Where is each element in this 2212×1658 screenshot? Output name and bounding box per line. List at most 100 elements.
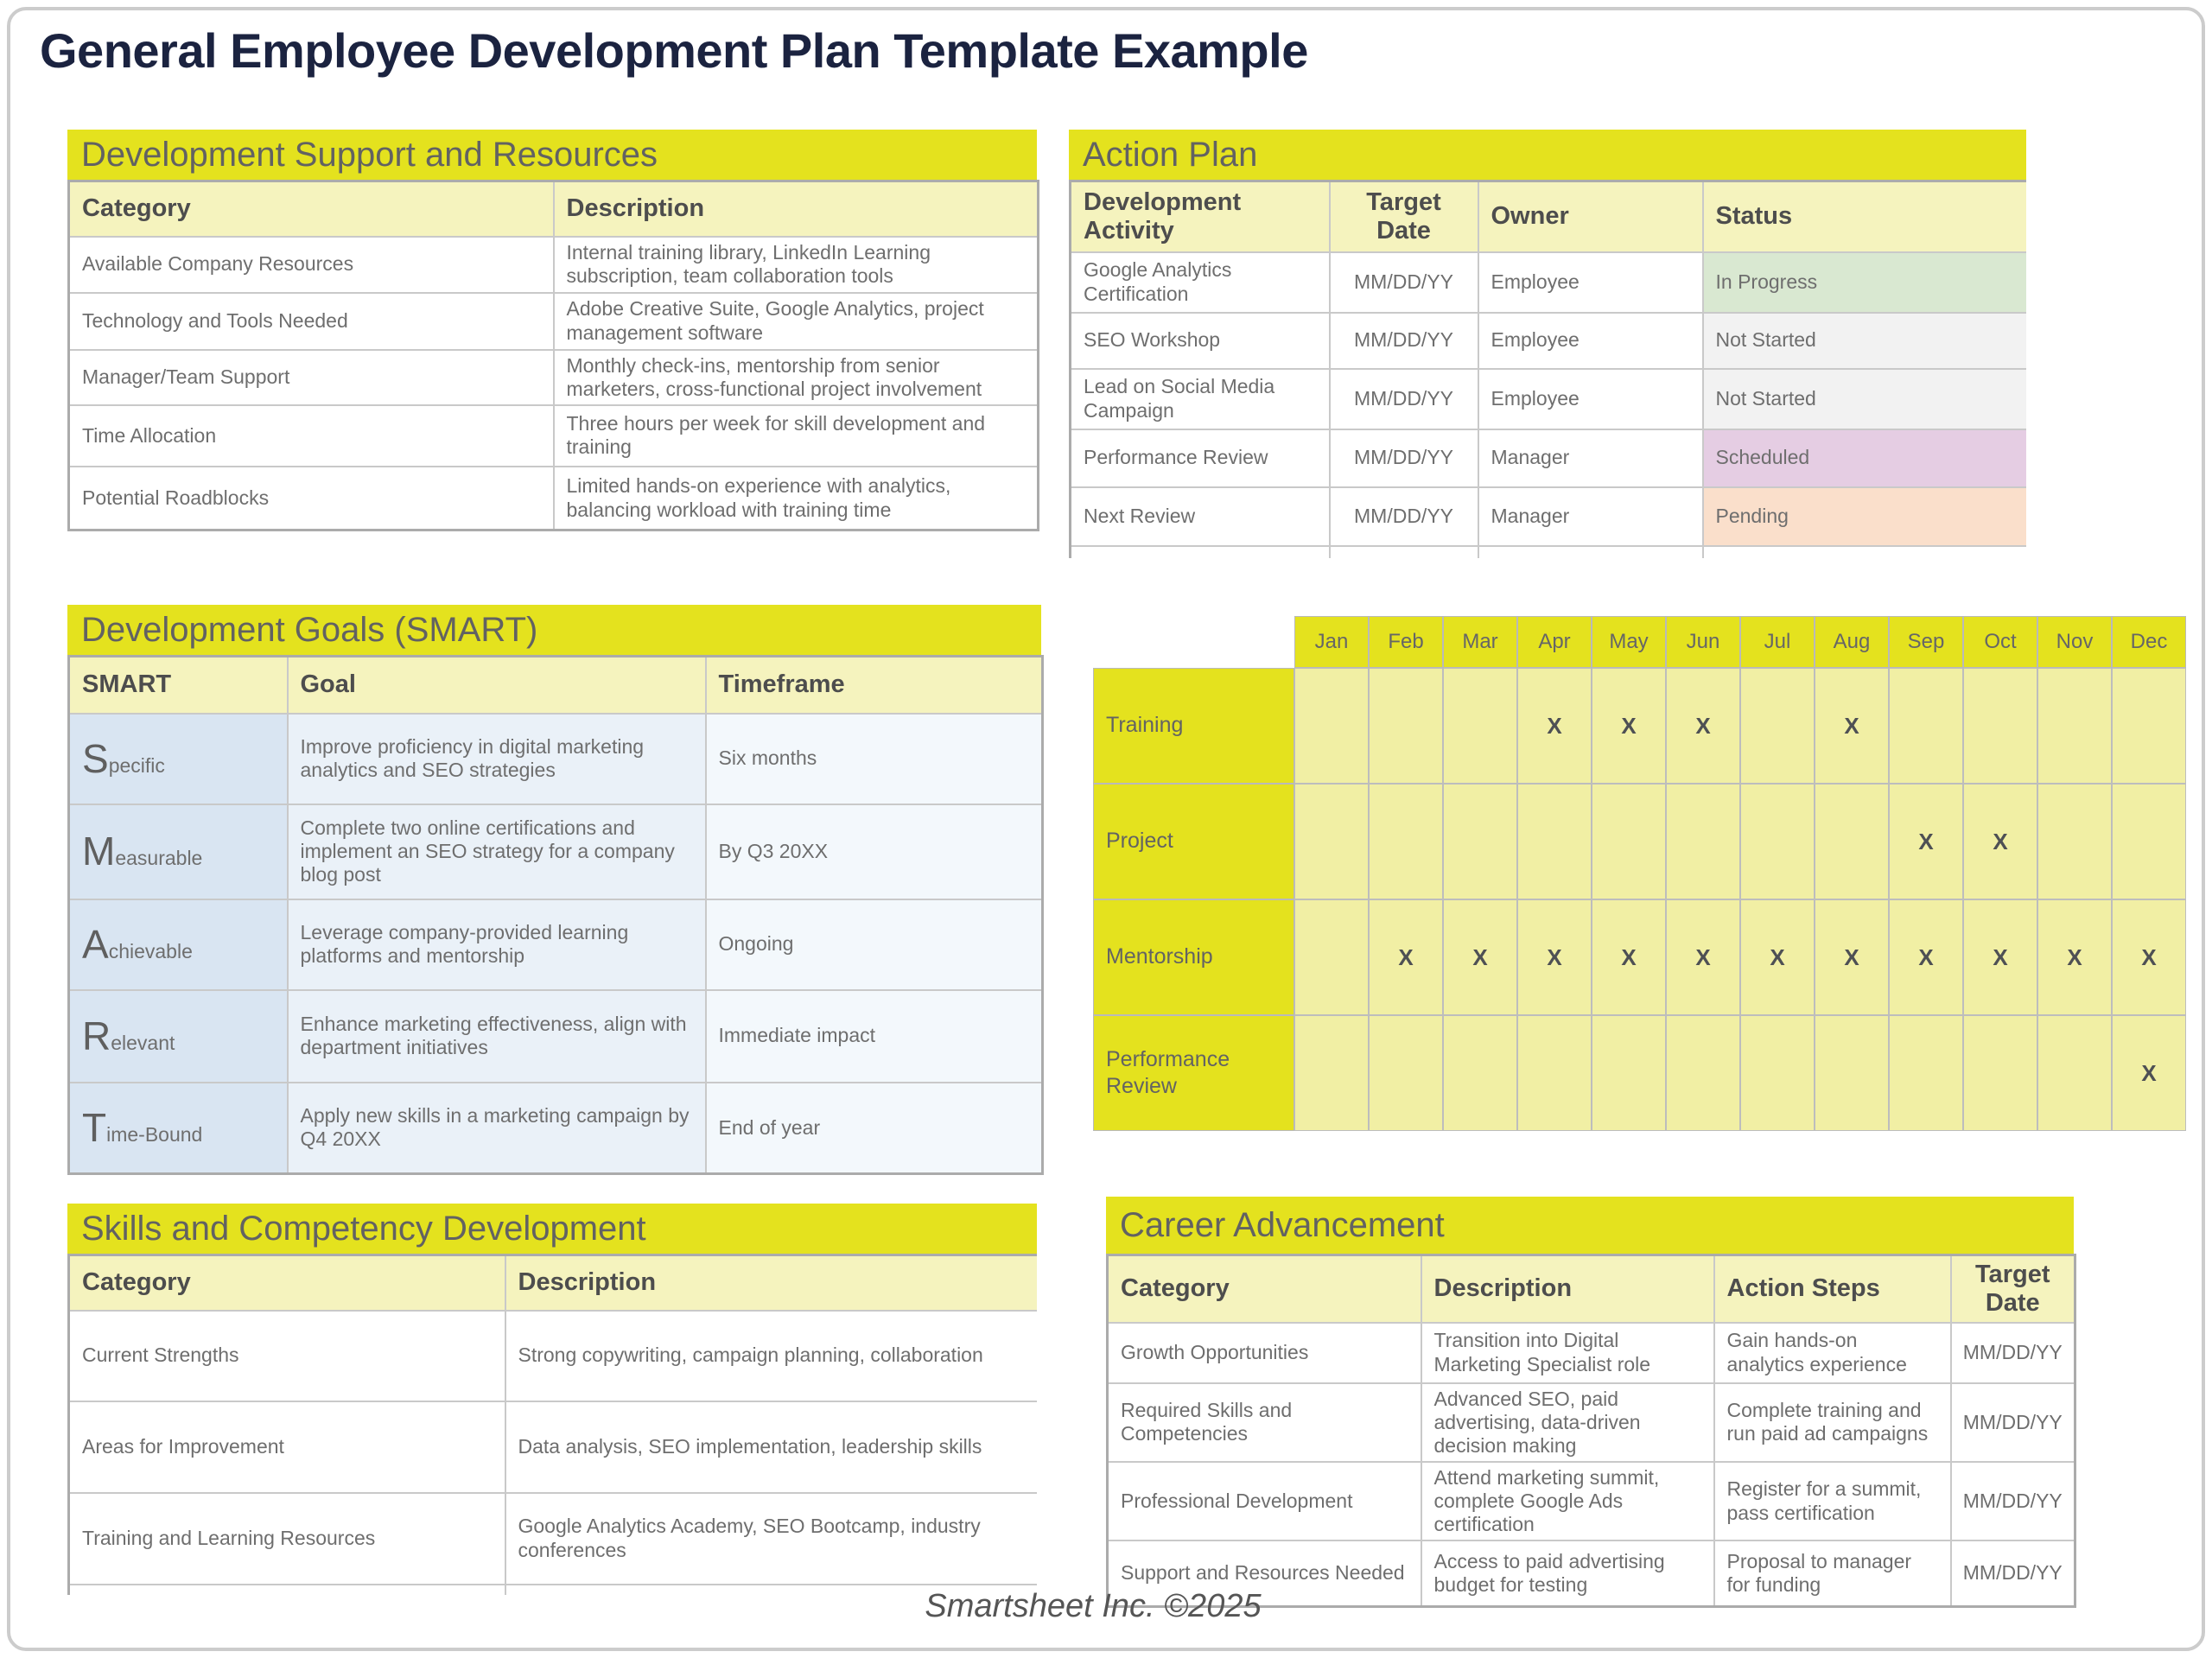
month-header-cell: Sep [1889, 616, 1963, 668]
description-cell: Attend marketing summit, complete Google… [1420, 1460, 1715, 1542]
column-header: Description [552, 180, 1039, 238]
smart-cell: Measurable [67, 803, 289, 900]
target-date-cell: MM/DD/YY [1949, 1321, 2076, 1384]
action-steps-cell: Gain hands-on analytics experience [1713, 1321, 1952, 1384]
smart-letter: S [82, 735, 109, 781]
smart-letter: M [82, 829, 116, 874]
category-cell: Support and Resources Needed [1106, 1540, 1422, 1608]
skills-section-title: Skills and Competency Development [67, 1204, 1037, 1254]
table-header-row: SMART Goal Timeframe [67, 655, 1044, 715]
timeframe-cell: By Q3 20XX [704, 803, 1044, 900]
description-cell: Three hours per week for skill developme… [552, 403, 1039, 467]
schedule-mark-cell [1740, 1015, 1815, 1131]
month-header-cell: Dec [2112, 616, 2186, 668]
schedule-mark-cell [2037, 784, 2112, 899]
schedule-mark-cell: X [1443, 899, 1517, 1015]
support-section-title: Development Support and Resources [67, 130, 1037, 180]
category-cell: Areas for Improvement [67, 1400, 506, 1494]
schedule-mark-cell [1592, 1015, 1666, 1131]
description-cell: Transition into Digital Marketing Specia… [1420, 1321, 1715, 1384]
description-cell: Limited hands-on experience with analyti… [552, 465, 1039, 531]
table-row: Time Allocation Three hours per week for… [67, 403, 1039, 467]
table-row: Measurable Complete two online certifica… [67, 803, 1044, 900]
column-header: Category [1106, 1254, 1422, 1324]
column-header: Target Date [1949, 1254, 2076, 1324]
status-cell: Scheduled [1701, 428, 2026, 488]
goal-cell: Improve proficiency in digital marketing… [286, 712, 707, 805]
schedule-mark-cell: X [2112, 899, 2186, 1015]
table-row: Professional Development Attend marketin… [1106, 1460, 2076, 1542]
target-date-cell: MM/DD/YY [1328, 311, 1479, 370]
schedule-mark-cell [1963, 1015, 2037, 1131]
timeframe-cell: End of year [704, 1081, 1044, 1175]
month-header-cell: Feb [1369, 616, 1443, 668]
activity-cell: Lead on Social Media Campaign [1069, 367, 1331, 430]
schedule-mark-cell [1889, 668, 1963, 784]
schedule-mark-cell: X [1889, 899, 1963, 1015]
schedule-mark-cell: X [1963, 784, 2037, 899]
schedule-row-label: Performance Review [1093, 1015, 1294, 1131]
target-date-cell: MM/DD/YY [1328, 367, 1479, 430]
owner-cell: Employee [1477, 311, 1704, 370]
column-header: Goal [286, 655, 707, 715]
schedule-mark-cell [1517, 784, 1592, 899]
activity-cell: Next Review [1069, 486, 1331, 547]
schedule-mark-cell [1443, 1015, 1517, 1131]
action-plan-section-title: Action Plan [1069, 130, 2026, 180]
column-header: Status [1701, 180, 2026, 253]
schedule-mark-cell [1740, 668, 1815, 784]
target-date-cell: MM/DD/YY [1328, 251, 1479, 314]
table-row: Current Strengths Strong copywriting, ca… [67, 1309, 1037, 1402]
schedule-mark-cell: X [1592, 899, 1666, 1015]
table-row: Time-Bound Apply new skills in a marketi… [67, 1081, 1044, 1175]
status-cell: Not Started [1701, 311, 2026, 370]
smart-rest: pecific [108, 753, 165, 777]
schedule-mark-cell [1889, 1015, 1963, 1131]
schedule-mark-cell [1369, 784, 1443, 899]
timeframe-cell: Immediate impact [704, 988, 1044, 1083]
column-header: Action Steps [1713, 1254, 1952, 1324]
target-date-cell: MM/DD/YY [1949, 1382, 2076, 1463]
column-header: Target Date [1328, 180, 1479, 253]
schedule-mark-cell [1443, 784, 1517, 899]
schedule-mark-cell: X [1592, 668, 1666, 784]
schedule-mark-cell [2037, 1015, 2112, 1131]
table-row: SEO Workshop MM/DD/YY Employee Not Start… [1069, 311, 2026, 370]
schedule-mark-cell: X [2112, 1015, 2186, 1131]
month-header-cell: May [1592, 616, 1666, 668]
table-header-row: Category Description [67, 180, 1039, 238]
schedule-mark-cell [1592, 784, 1666, 899]
table-row: Next Review MM/DD/YY Manager Pending [1069, 486, 2026, 547]
schedule-mark-cell [1666, 1015, 1740, 1131]
target-date-cell: MM/DD/YY [1949, 1460, 2076, 1542]
schedule-mark-cell [1369, 1015, 1443, 1131]
table-header-row: Category Description [67, 1254, 1037, 1312]
category-cell: Technology and Tools Needed [67, 291, 555, 351]
smart-rest: easurable [115, 847, 203, 870]
smart-goals-table: SMART Goal Timeframe Specific Improve pr… [67, 655, 1044, 1175]
target-date-cell: MM/DD/YY [1328, 486, 1479, 547]
month-header-cell: Aug [1815, 616, 1889, 668]
goal-cell: Apply new skills in a marketing campaign… [286, 1081, 707, 1175]
activity-cell: Performance Review [1069, 428, 1331, 488]
smart-cell: Relevant [67, 988, 289, 1083]
table-header-row: Category Description Action Steps Target… [1106, 1254, 2076, 1324]
action-steps-cell: Proposal to manager for funding [1713, 1540, 1952, 1608]
column-header: Description [504, 1254, 1037, 1312]
timeframe-cell: Ongoing [704, 898, 1044, 991]
goal-cell: Complete two online certifications and i… [286, 803, 707, 900]
schedule-mark-cell: X [1666, 899, 1740, 1015]
month-header-cell: Nov [2037, 616, 2112, 668]
table-header-row: Development Activity Target Date Owner S… [1069, 180, 2026, 253]
status-cell: Not Started [1701, 367, 2026, 430]
table-row: Potential Roadblocks Limited hands-on ex… [67, 465, 1039, 531]
column-header: Development Activity [1069, 180, 1331, 253]
status-cell: Pending [1701, 486, 2026, 547]
description-cell: Access to paid advertising budget for te… [1420, 1540, 1715, 1608]
schedule-mark-cell [1963, 668, 2037, 784]
category-cell: Training and Learning Resources [67, 1491, 506, 1585]
description-cell: Strong copywriting, campaign planning, c… [504, 1309, 1037, 1402]
schedule-corner-cell [1093, 616, 1294, 668]
schedule-mark-cell [1517, 1015, 1592, 1131]
footer-credit: Smartsheet Inc. ©2025 [925, 1588, 1262, 1624]
